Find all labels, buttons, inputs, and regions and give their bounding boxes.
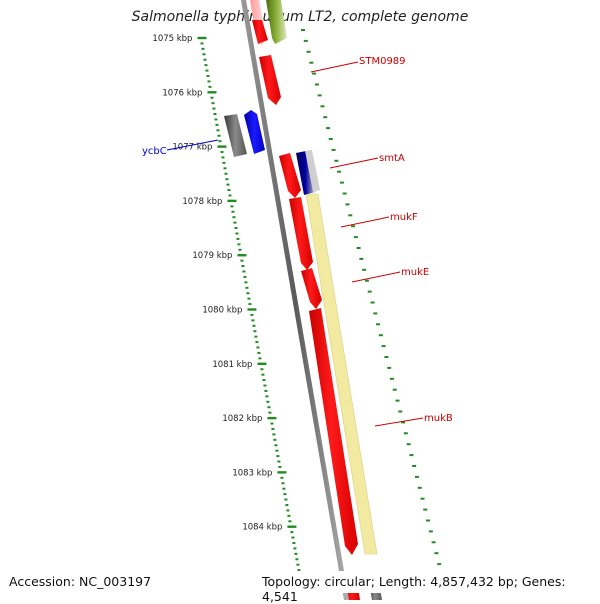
leader-line-mukb: [374, 417, 424, 427]
ruler-tick-label: 1079 kbp: [192, 251, 232, 261]
leader-line-mukf: [340, 216, 390, 228]
ruler-tick-label: 1084 kbp: [242, 523, 282, 533]
gene-feature-muke: [301, 268, 322, 309]
gene-feature-mukf: [289, 197, 313, 270]
gene-feature-top-red: [252, 20, 268, 44]
operon-region: [305, 193, 378, 555]
ruler-tick-label: 1075 kbp: [152, 34, 192, 44]
ruler-tick-label: 1076 kbp: [162, 88, 202, 98]
gene-label-mukb: mukB: [424, 413, 453, 424]
gene-feature-stm0989: [259, 55, 281, 105]
ruler-tick-label: 1081 kbp: [212, 360, 252, 370]
gene-label-mukf: mukF: [390, 212, 418, 223]
gene-feature-ycbc: [244, 110, 265, 154]
gene-feature-smta: [279, 153, 301, 198]
gene-feature-top-olive: [266, 0, 287, 44]
ruler-tick-label: 1077 kbp: [172, 143, 212, 153]
accession-text: Accession: NC_003197: [9, 574, 152, 589]
leader-line-muke: [351, 271, 401, 283]
gene-label-stm0989: STM0989: [359, 56, 406, 67]
map-title: Salmonella typhimurium LT2, complete gen…: [131, 9, 469, 25]
chromosome-backbone: [241, 0, 349, 600]
leader-line-stm0989: [310, 61, 359, 73]
gene-label-ycbc: ycbC: [142, 146, 167, 157]
footer-background: [258, 571, 600, 593]
gene-feature-light-gray: [305, 150, 320, 192]
ruler-tick-label: 1083 kbp: [232, 468, 272, 478]
gene-feature-navy: [296, 151, 315, 195]
leader-line-smta: [329, 157, 379, 169]
gene-label-muke: mukE: [401, 267, 429, 278]
ruler-tick-label: 1080 kbp: [202, 306, 242, 316]
leader-line-ycbc: [166, 139, 219, 151]
ruler-tick-label: 1082 kbp: [222, 414, 262, 424]
ruler-tick-label: 1078 kbp: [182, 197, 222, 207]
gene-feature-mukb: [309, 308, 358, 555]
gene-feature-gray-left: [224, 114, 247, 157]
sequence-ruler: 1075 kbp 1076 kbp 1077 kbp 1078 kbp 1079 kbp…: [152, 29, 442, 587]
gene-label-smta: smtA: [379, 153, 405, 164]
